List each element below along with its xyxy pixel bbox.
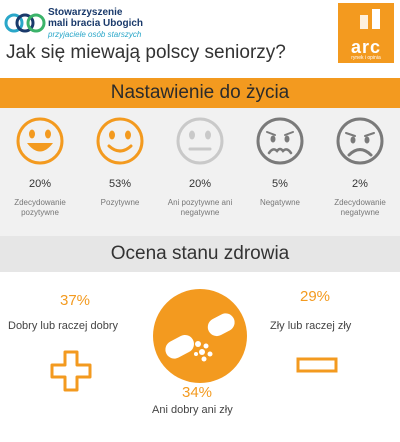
pill-icon xyxy=(153,289,247,383)
big-smile-face-icon xyxy=(16,117,64,165)
health-label-neutral: Ani dobry ani zły xyxy=(152,404,233,416)
mood-value: 53% xyxy=(108,178,132,190)
minus-icon xyxy=(296,357,338,373)
section-title-health: Ocena stanu zdrowia xyxy=(0,236,400,272)
section-title-attitude: Nastawienie do życia xyxy=(0,78,400,108)
org-name-line1: Stowarzyszenie xyxy=(48,7,123,18)
neutral-face-icon xyxy=(176,117,224,165)
mood-label: Zdecydowanie negatywne xyxy=(334,198,386,217)
mood-label: Pozytywne xyxy=(100,198,140,207)
smile-face-icon xyxy=(96,117,144,165)
worried-face-icon xyxy=(256,117,304,165)
mood-item: 2% Zdecydowanie negatywne xyxy=(320,116,400,218)
org-name-line2: mali bracia Ubogich xyxy=(48,18,144,29)
mood-item: 53% Pozytywne xyxy=(80,116,160,208)
mood-label: Negatywne xyxy=(259,198,301,207)
mood-label: Ani pozytywne ani negatywne xyxy=(167,198,233,217)
health-value-neutral: 34% xyxy=(182,384,213,401)
mood-value: 20% xyxy=(28,178,52,190)
sad-face-icon xyxy=(336,117,384,165)
arc-logo-subtext: rynek i opinia xyxy=(351,55,381,61)
arc-logo-mark-icon xyxy=(360,9,380,29)
mood-value: 20% xyxy=(188,178,212,190)
mood-value: 2% xyxy=(352,178,368,190)
mood-item: 5% Negatywne xyxy=(240,116,320,208)
plus-icon xyxy=(50,350,92,392)
health-label-good: Dobry lub raczej dobry xyxy=(8,320,119,332)
org-logo-rings-icon xyxy=(4,13,46,33)
arc-logo-text: arc xyxy=(350,37,382,57)
mood-item: 20% Zdecydowanie pozytywne xyxy=(0,116,80,218)
org-tagline: przyjaciele osób starszych xyxy=(48,30,142,39)
mood-item: 20% Ani pozytywne ani negatywne xyxy=(160,116,240,218)
attitude-panel xyxy=(0,108,400,236)
page-title: Jak się miewają polscy seniorzy? xyxy=(6,42,286,63)
org-logo: Stowarzyszenie mali bracia Ubogich przyj… xyxy=(4,6,184,40)
mood-label: Zdecydowanie pozytywne xyxy=(14,198,66,217)
health-value-bad: 29% xyxy=(300,288,331,305)
health-label-bad: Zły lub raczej zły xyxy=(270,320,352,332)
arc-logo: arc rynek i opinia xyxy=(338,3,394,63)
mood-value: 5% xyxy=(272,178,288,190)
health-value-good: 37% xyxy=(60,292,91,309)
